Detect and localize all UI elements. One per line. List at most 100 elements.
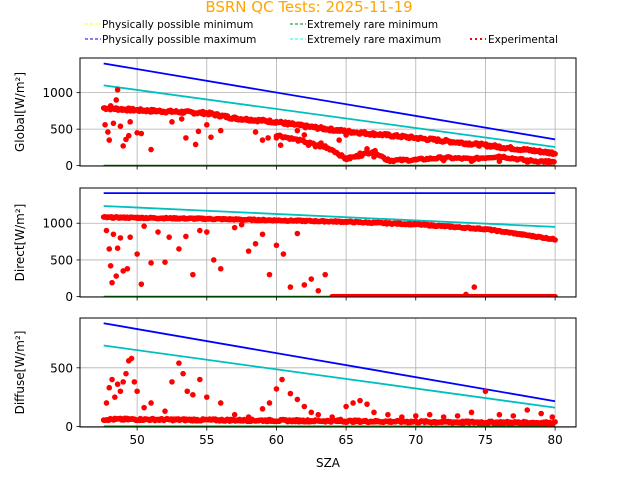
scatter-point [440,414,447,420]
legend-entry: Extremely rare minimum [290,19,438,31]
scatter-point [357,150,363,157]
scatter-point [123,370,129,377]
series-line [103,322,556,403]
scatter-point [412,156,419,163]
scatter-point [259,231,266,238]
scatter-point [148,400,154,406]
axes-frame [79,187,577,298]
scatter-point [203,229,210,235]
scatter-point [287,284,294,290]
y-tick-label: 0 [65,420,73,434]
scatter-point [266,400,273,406]
scatter-point [279,376,285,383]
scatter-point [231,224,238,231]
scatter-point [265,135,271,141]
legend-entry: Physically possible maximum [85,34,256,46]
scatter-point [301,403,308,410]
legend-entry: Experimental [470,34,558,46]
scatter-point [552,293,558,297]
scatter-point [134,388,140,395]
scatter-point [549,414,556,420]
scatter-point [426,411,433,418]
scatter-point [552,151,558,157]
scatter-point [114,381,121,388]
scatter-point [284,121,291,128]
scatter-point [208,134,214,140]
scatter-point [322,271,329,278]
scatter-point [482,388,489,395]
scatter-point [245,414,252,420]
scatter-point [162,408,168,414]
scatter-point [117,388,124,395]
scatter-point [176,246,182,252]
scatter-point [176,360,182,366]
scatter-point [217,400,224,406]
y-tick-label: 0 [65,290,73,304]
scatter-point [183,135,189,141]
scatter-point [117,123,124,130]
scatter-point [343,132,349,138]
scatter-point [471,284,478,290]
scatter-point [294,396,301,403]
y-tick-label: 1000 [42,217,73,231]
axes-frame [79,57,577,167]
series-line [103,344,556,409]
scatter-point [371,409,377,416]
scatter-point [117,235,124,241]
scatter-point [308,276,315,282]
plot-area [100,192,558,297]
scatter-point [110,120,117,127]
scatter-point [190,271,196,278]
scatter-point [102,121,108,128]
scatter-point [343,403,349,410]
legend: Physically possible minimum Extremely rar… [85,19,558,46]
scatter-point [371,154,377,160]
scatter-point [169,379,175,385]
scatter-point [231,411,238,418]
scatter-point [203,394,210,400]
scatter-point [141,404,147,411]
scatter-point [113,273,120,279]
scatter-point [183,233,189,240]
scatter-point [315,287,322,294]
scatter-point [113,97,120,103]
scatter-point [134,251,140,257]
scatter-point [468,409,475,416]
scatter-point [312,143,319,150]
scatter-point [217,265,224,272]
scatter-point [106,246,113,252]
scatter-point [107,102,114,109]
scatter-point [510,413,517,419]
x-tick-label: 65 [338,433,353,447]
scatter-point [155,229,161,235]
y-tick-label: 500 [50,361,73,375]
x-tick-label: 75 [478,433,493,447]
scatter-point [138,281,145,287]
scatter-point [127,119,133,125]
scatter-point [294,230,301,237]
scatter-point [103,227,110,234]
scatter-point [184,388,191,395]
plot-area [100,62,558,166]
scatter-point [524,159,531,165]
scatter-point [197,227,203,234]
scatter-point [337,416,344,423]
scatter-point [524,407,531,413]
scatter-point [190,391,196,398]
scatter-point [210,257,217,263]
scatter-point [273,242,280,249]
legend-label: Physically possible maximum [102,34,256,46]
scatter-point [347,154,354,160]
scatter-point [110,231,117,238]
panel-direct: 0 500 1000 Direct[W/m²] [13,187,577,304]
plot-area [100,322,558,427]
scatter-point [148,146,154,153]
scatter-point [245,248,252,254]
scatter-point [105,129,111,135]
legend-label: Experimental [488,34,558,46]
scatter-point [440,157,447,164]
scatter-point [280,251,287,257]
y-tick-label: 0 [65,159,73,173]
scatter-point [180,370,186,377]
